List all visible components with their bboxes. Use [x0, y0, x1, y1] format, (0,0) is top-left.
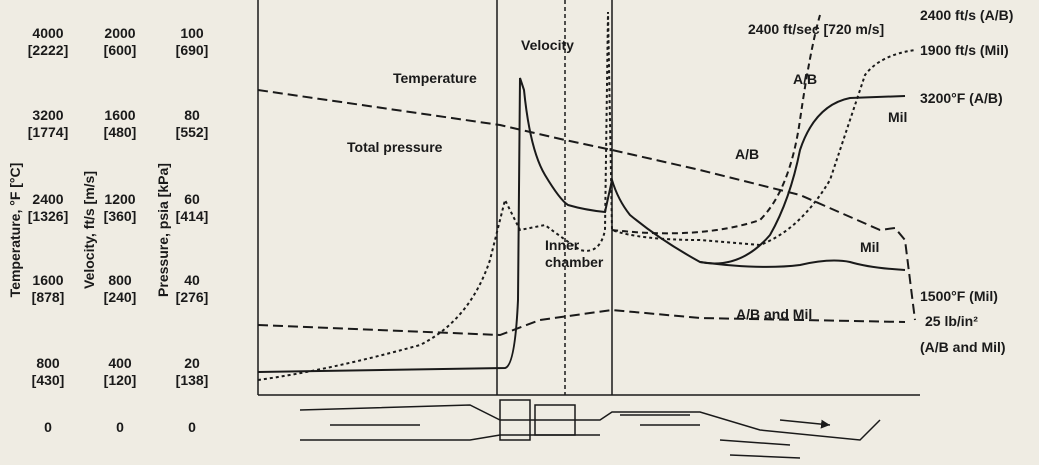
- tick-label: [878]: [32, 289, 65, 305]
- tick-label: [240]: [104, 289, 137, 305]
- velocity-curve: [257, 11, 916, 381]
- curve-label: A/B: [793, 71, 817, 87]
- tick-label: 3200: [32, 107, 63, 123]
- velocity-ab-curve: [611, 14, 821, 235]
- tick-label: 800: [108, 272, 132, 288]
- tick-label: [360]: [104, 208, 137, 224]
- right-label: 25 lb/in²: [925, 313, 978, 329]
- right-label: 1900 ft/s (Mil): [920, 42, 1009, 58]
- tick-label: [480]: [104, 124, 137, 140]
- curve-label: Inner: [545, 237, 580, 253]
- tick-label: [690]: [176, 42, 209, 58]
- axis-title: Velocity, ft/s [m/s]: [81, 171, 97, 289]
- curve-label: chamber: [545, 254, 604, 270]
- tick-label: 60: [184, 191, 200, 207]
- tick-label: 20: [184, 355, 200, 371]
- tick-label: 2400: [32, 191, 63, 207]
- tick-label: 1200: [104, 191, 135, 207]
- tick-label: [414]: [176, 208, 209, 224]
- curve-label: Temperature: [393, 70, 477, 86]
- tick-label: [138]: [176, 372, 209, 388]
- frame: [257, 0, 920, 396]
- labels: Temperature, °F [°C]4000[2222]3200[1774]…: [7, 7, 1013, 435]
- engine-schematic: [299, 399, 881, 459]
- temperature-mil-curve: [699, 259, 906, 271]
- curve-label: A/B and Mil: [736, 306, 812, 322]
- curve-label: 2400 ft/sec [720 m/s]: [748, 21, 884, 37]
- tick-label: 1600: [32, 272, 63, 288]
- tick-label: 80: [184, 107, 200, 123]
- tick-label: [2222]: [28, 42, 68, 58]
- tick-label: 400: [108, 355, 132, 371]
- curve-label: Total pressure: [347, 139, 443, 155]
- tick-label: 0: [188, 419, 196, 435]
- curve-label: A/B: [735, 146, 759, 162]
- tick-label: [276]: [176, 289, 209, 305]
- tick-label: [600]: [104, 42, 137, 58]
- tick-label: [1774]: [28, 124, 68, 140]
- axis-title: Temperature, °F [°C]: [7, 163, 23, 298]
- right-label: 2400 ft/s (A/B): [920, 7, 1013, 23]
- tick-label: [552]: [176, 124, 209, 140]
- right-label: 1500°F (Mil): [920, 288, 998, 304]
- pressure-curve: [257, 89, 916, 337]
- tick-label: 1600: [104, 107, 135, 123]
- curve-label: Mil: [860, 239, 879, 255]
- tick-label: 40: [184, 272, 200, 288]
- tick-label: 800: [36, 355, 60, 371]
- tick-label: 0: [44, 419, 52, 435]
- tick-label: 0: [116, 419, 124, 435]
- axis-title: Pressure, psia [kPa]: [155, 163, 171, 297]
- right-label: 3200°F (A/B): [920, 90, 1003, 106]
- tick-label: [430]: [32, 372, 65, 388]
- tick-label: 100: [180, 25, 204, 41]
- curve-label: Mil: [888, 109, 907, 125]
- right-label: (A/B and Mil): [920, 339, 1006, 355]
- tick-label: [1326]: [28, 208, 68, 224]
- tick-label: [120]: [104, 372, 137, 388]
- tick-label: 2000: [104, 25, 135, 41]
- curve-label: Velocity: [521, 37, 574, 53]
- tick-label: 4000: [32, 25, 63, 41]
